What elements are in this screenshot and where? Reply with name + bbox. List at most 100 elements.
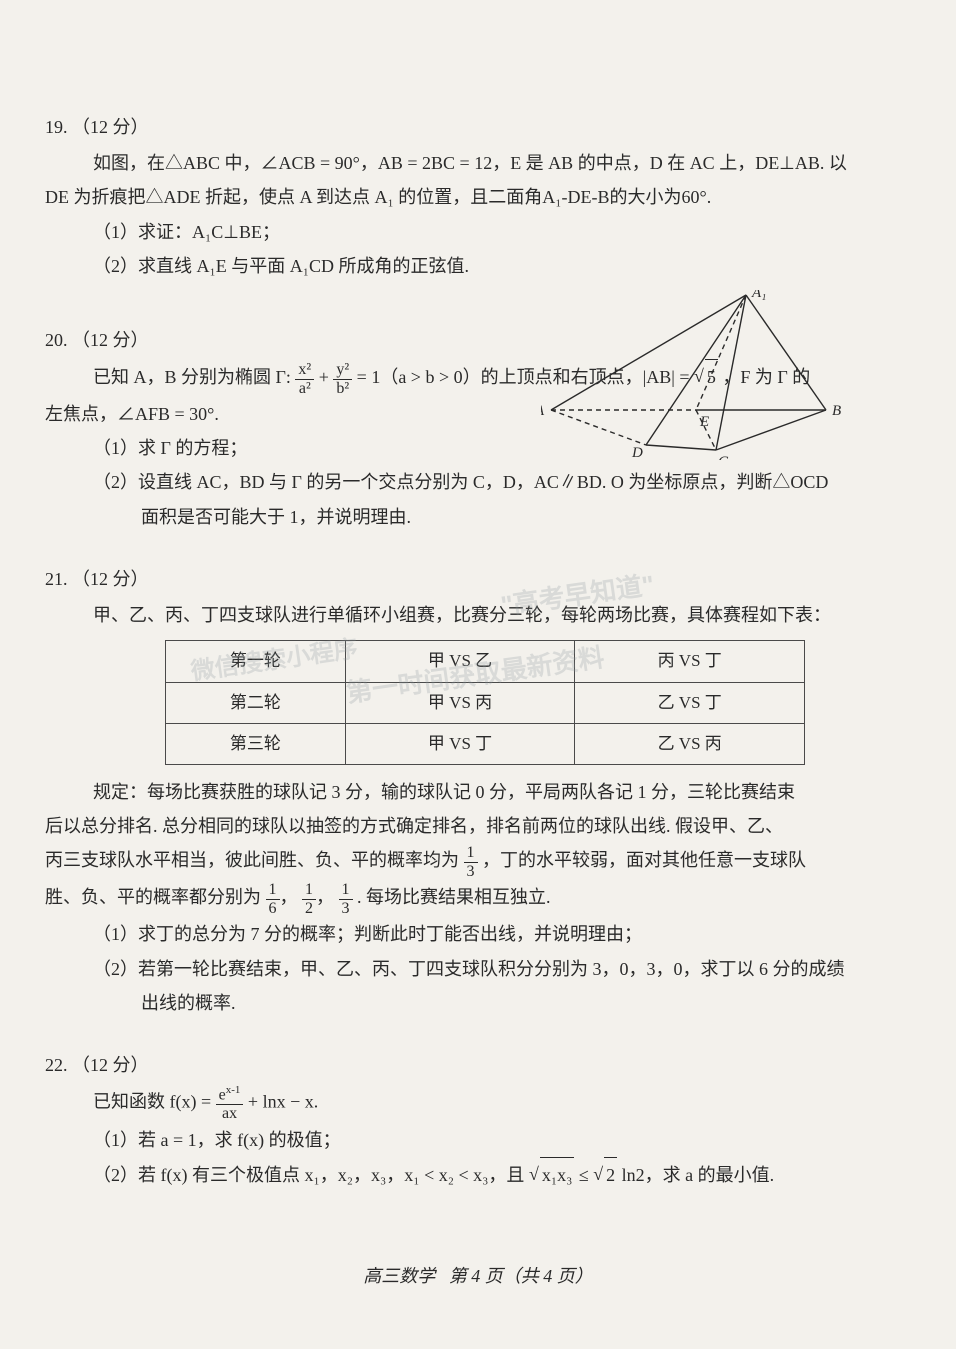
q21-f12-den: 2	[302, 900, 316, 918]
table-cell: 第三轮	[166, 723, 346, 764]
problem-19-header: 19. （12 分）	[45, 110, 911, 144]
table-cell: 第二轮	[166, 682, 346, 723]
q20-frac-x-num: x²	[295, 361, 314, 380]
q21-rule-line2: 后以总分排名. 总分相同的球队以抽签的方式确定排名，排名前两位的球队出线. 假设…	[45, 809, 911, 843]
diagram-node-label: C	[718, 454, 729, 460]
diagram-edge	[551, 295, 746, 410]
sqrt-icon: √	[593, 1164, 603, 1184]
q21-rule-line3-post: ，丁的水平较弱，面对其他任意一支球队	[482, 850, 806, 870]
q21-part2b: 出线的概率.	[45, 986, 911, 1020]
q21-part1: （1）求丁的总分为 7 分的概率；判断此时丁能否出线，并说明理由；	[45, 917, 911, 951]
q21-rule-line3-pre: 丙三支球队水平相当，彼此间胜、负、平的概率均为	[45, 850, 459, 870]
q20-frac-y-den: b²	[333, 380, 352, 398]
q22-part2-pre: （2）若 f(x) 有三个极值点 x₁，x₂，x₃，x₁ < x₂ < x₃，且	[93, 1165, 529, 1185]
diagram-node-label: E	[699, 414, 709, 430]
q20-frac-y: y² b²	[333, 361, 352, 397]
q20-intro-pre: 已知 A，B 分别为椭圆 Γ:	[93, 367, 291, 387]
q21-f13-den: 3	[464, 863, 478, 881]
exam-page: 19. （12 分） 如图，在△ABC 中，∠ACB = 90°，AB = 2B…	[0, 0, 956, 1349]
q21-frac13: 1 3	[464, 844, 478, 880]
q22-part1: （1）若 a = 1，求 f(x) 的极值；	[45, 1123, 911, 1157]
table-cell: 丙 VS 丁	[575, 641, 805, 682]
table-row: 第二轮甲 VS 丙乙 VS 丁	[166, 682, 805, 723]
q21-number: 21.	[45, 569, 68, 589]
diagram-edge	[746, 295, 826, 410]
q20-plus: +	[319, 367, 334, 387]
q22-part2-post: ln2，求 a 的最小值.	[622, 1165, 775, 1185]
table-cell: 第一轮	[166, 641, 346, 682]
page-footer: 高三数学 第 4 页（共 4 页）	[45, 1262, 911, 1288]
problem-19: 19. （12 分） 如图，在△ABC 中，∠ACB = 90°，AB = 2B…	[45, 110, 911, 283]
q21-f13b-den: 3	[339, 900, 353, 918]
q22-frac-den: ax	[216, 1105, 244, 1123]
table-row: 第一轮甲 VS 乙丙 VS 丁	[166, 641, 805, 682]
schedule-table: 第一轮甲 VS 乙丙 VS 丁第二轮甲 VS 丙乙 VS 丁第三轮甲 VS 丁乙…	[165, 640, 805, 765]
q21-intro: 甲、乙、丙、丁四支球队进行单循环小组赛，比赛分三轮，每轮两场比赛，具体赛程如下表…	[45, 598, 911, 632]
diagram-edge	[696, 295, 746, 410]
table-row: 第三轮甲 VS 丁乙 VS 丙	[166, 723, 805, 764]
q20-number: 20.	[45, 330, 68, 350]
q22-part2: （2）若 f(x) 有三个极值点 x₁，x₂，x₃，x₁ < x₂ < x₃，且…	[45, 1157, 911, 1192]
q21-f12-num: 1	[302, 881, 316, 900]
q21-part2a: （2）若第一轮比赛结束，甲、乙、丙、丁四支球队积分分别为 3，0，3，0，求丁以…	[45, 952, 911, 986]
q22-sqrt-x1x3: x₁x₃	[540, 1157, 575, 1192]
q19-line1: 如图，在△ABC 中，∠ACB = 90°，AB = 2BC = 12，E 是 …	[45, 146, 911, 180]
q20-frac-x: x² a²	[295, 361, 314, 397]
q22-intro-post: + lnx − x.	[248, 1092, 318, 1112]
q20-part2a: （2）设直线 AC，BD 与 Γ 的另一个交点分别为 C，D，AC∥BD. O …	[45, 465, 911, 499]
q21-rule-line4: 胜、负、平的概率都分别为 1 6 ， 1 2 ， 1 3 . 每场比赛结果相互独…	[45, 880, 911, 917]
q21-f13b-num: 1	[339, 881, 353, 900]
diagram-edge	[646, 445, 716, 450]
q21-f16: 1 6	[266, 881, 280, 917]
q22-le: ≤	[579, 1165, 593, 1185]
q22-points: （12 分）	[72, 1055, 149, 1075]
q21-rule-line3: 丙三支球队水平相当，彼此间胜、负、平的概率均为 1 3 ，丁的水平较弱，面对其他…	[45, 843, 911, 880]
q22-number: 22.	[45, 1055, 68, 1075]
q22-frac-num: ex-1	[216, 1084, 244, 1105]
q21-points: （12 分）	[72, 569, 149, 589]
sqrt-icon: √	[529, 1164, 539, 1184]
q22-intro-pre: 已知函数 f(x) =	[93, 1092, 216, 1112]
table-cell: 甲 VS 丙	[345, 682, 575, 723]
q19-part2: （2）求直线 A₁E 与平面 A₁CD 所成角的正弦值.	[45, 249, 911, 283]
diagram-node-label: D	[631, 445, 643, 460]
table-cell: 甲 VS 丁	[345, 723, 575, 764]
table-cell: 乙 VS 丙	[575, 723, 805, 764]
problem-22: 22. （12 分） 已知函数 f(x) = ex-1 ax + lnx − x…	[45, 1048, 911, 1192]
q21-f16-den: 6	[266, 900, 280, 918]
q21-f13-num: 1	[464, 844, 478, 863]
q19-line2: DE 为折痕把△ADE 折起，使点 A 到达点 A₁ 的位置，且二面角A₁-DE…	[45, 180, 911, 214]
q22-frac: ex-1 ax	[216, 1084, 244, 1123]
footer-page: 第 4 页（共 4 页）	[449, 1266, 593, 1286]
diagram-node-label: A	[541, 403, 545, 419]
diagram-edge	[551, 410, 646, 445]
q22-frac-num-sup: x-1	[226, 1084, 241, 1096]
table-cell: 乙 VS 丁	[575, 682, 805, 723]
q19-part1: （1）求证：A₁C⊥BE；	[45, 215, 911, 249]
q21-f12: 1 2	[302, 881, 316, 917]
problem-22-header: 22. （12 分）	[45, 1048, 911, 1082]
diagram-node-label: B	[832, 403, 841, 419]
footer-subject: 高三数学	[363, 1266, 435, 1286]
q20-frac-y-num: y²	[333, 361, 352, 380]
problem-21-header: 21. （12 分）	[45, 562, 911, 596]
q21-rule-pre: 规定：每场比赛获胜的球队记 3 分，输的球队记 0 分，平局两队各记 1 分，三…	[45, 775, 911, 809]
pyramid-diagram: A₁ A B E D C	[541, 290, 841, 460]
problem-21: 21. （12 分） 甲、乙、丙、丁四支球队进行单循环小组赛，比赛分三轮，每轮两…	[45, 562, 911, 1020]
q21-f16-num: 1	[266, 881, 280, 900]
q21-rule-line4-post: . 每场比赛结果相互独立.	[357, 887, 551, 907]
diagram-node-label: A₁	[751, 290, 766, 301]
q19-number: 19.	[45, 117, 68, 137]
q21-rule-line4-pre: 胜、负、平的概率都分别为	[45, 887, 261, 907]
q21-f13b: 1 3	[339, 881, 353, 917]
q19-points: （12 分）	[72, 117, 149, 137]
q20-points: （12 分）	[72, 330, 149, 350]
q20-frac-x-den: a²	[295, 380, 314, 398]
sqrt-icon: √	[694, 366, 704, 386]
q20-part2b: 面积是否可能大于 1，并说明理由.	[45, 500, 911, 534]
q22-sqrt2: 2	[604, 1157, 617, 1192]
q22-intro: 已知函数 f(x) = ex-1 ax + lnx − x.	[45, 1084, 911, 1123]
diagram-edge	[716, 410, 826, 450]
table-cell: 甲 VS 乙	[345, 641, 575, 682]
q22-frac-num-base: e	[219, 1087, 226, 1104]
